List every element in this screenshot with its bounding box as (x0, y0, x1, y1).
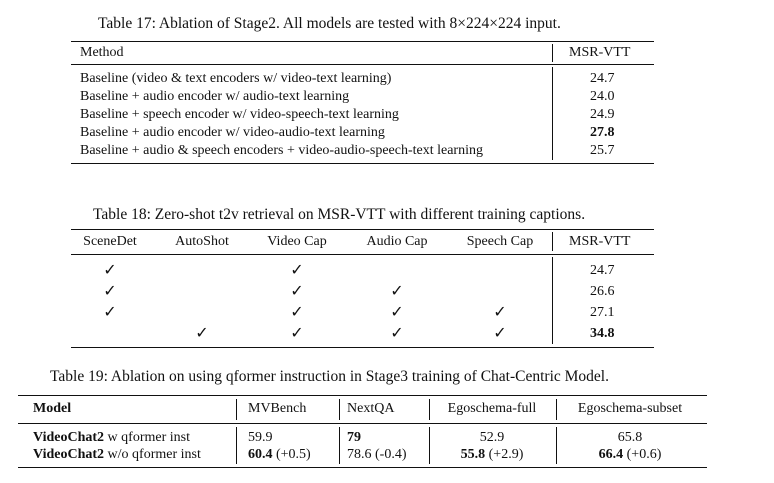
check-icon: ✓ (290, 302, 304, 321)
table19-row-mvbench-best: 60.4 (+0.5) (248, 447, 311, 462)
table18-header-speechcap: Speech Cap (466, 234, 534, 249)
check-icon: ✓ (493, 323, 507, 342)
table19-row-mvbench: 59.9 (248, 430, 273, 445)
table19-body-separator-3 (429, 427, 430, 464)
table17-top-rule (71, 41, 654, 42)
table17-row-method: Baseline + speech encoder w/ video-speec… (80, 107, 399, 122)
table19-body-separator-1 (236, 427, 237, 464)
table17-row-score-best: 27.8 (590, 125, 615, 140)
table17-row-score: 25.7 (590, 143, 615, 158)
check-icon: ✓ (390, 323, 404, 342)
table19-mid-rule (18, 423, 707, 424)
check-icon: ✓ (103, 302, 117, 321)
table19-header-model: Model (33, 401, 72, 416)
table19-row-egosubset: 65.8 (617, 430, 643, 445)
table19-header-separator-3 (429, 399, 430, 420)
table18-header-scenedet: SceneDet (83, 234, 137, 249)
table19-header-separator-2 (339, 399, 340, 420)
table19-header-separator-1 (236, 399, 237, 420)
table19-row-egofull: 52.9 (479, 430, 505, 445)
table18-header-score: MSR-VTT (569, 234, 631, 249)
table17-row-score: 24.0 (590, 89, 615, 104)
check-icon: ✓ (390, 302, 404, 321)
table19-row-nextqa: 78.6 (-0.4) (347, 447, 407, 462)
table18-row-score-best: 34.8 (590, 326, 615, 341)
table18-row-score: 26.6 (590, 284, 615, 299)
table17-caption: Table 17: Ablation of Stage2. All models… (98, 15, 561, 32)
table19-top-rule (18, 395, 707, 396)
check-icon: ✓ (103, 281, 117, 300)
table19-caption: Table 19: Ablation on using qformer inst… (50, 368, 609, 385)
table19-body-separator-2 (339, 427, 340, 464)
table19-row-model: VideoChat2 w qformer inst (33, 430, 190, 445)
table17-header-separator (552, 44, 553, 62)
table19-row-egosubset-best: 66.4 (+0.6) (598, 447, 662, 462)
table18-row-score: 24.7 (590, 263, 615, 278)
check-icon: ✓ (493, 302, 507, 321)
table18-caption: Table 18: Zero-shot t2v retrieval on MSR… (93, 206, 586, 223)
table19-header-egosubset: Egoschema-subset (577, 401, 683, 416)
table17-body-separator (552, 67, 553, 160)
table18-body-separator (552, 257, 553, 344)
table19-row-nextqa-best: 79 (347, 430, 361, 445)
table17-mid-rule (71, 64, 654, 65)
table18-header-audiocap: Audio Cap (366, 234, 428, 249)
table18-row-score: 27.1 (590, 305, 615, 320)
table19-body-separator-4 (556, 427, 557, 464)
table18-bottom-rule (71, 347, 654, 348)
table18-header-separator (552, 232, 553, 251)
table17-header-score: MSR-VTT (569, 45, 631, 60)
table19-row-model: VideoChat2 w/o qformer inst (33, 447, 201, 462)
table18-mid-rule (71, 254, 654, 255)
table19-header-nextqa: NextQA (347, 401, 395, 416)
table18-top-rule (71, 229, 654, 230)
check-icon: ✓ (290, 281, 304, 300)
check-icon: ✓ (195, 323, 209, 342)
check-icon: ✓ (290, 260, 304, 279)
table17-row-method: Baseline + audio & speech encoders + vid… (80, 143, 483, 158)
table17-header-method: Method (80, 45, 124, 60)
table17-row-score: 24.9 (590, 107, 615, 122)
table19-header-egofull: Egoschema-full (447, 401, 537, 416)
table19-row-egofull-best: 55.8 (+2.9) (460, 447, 524, 462)
check-icon: ✓ (390, 281, 404, 300)
table17-row-score: 24.7 (590, 71, 615, 86)
table19-header-mvbench: MVBench (248, 401, 307, 416)
table17-row-method: Baseline + audio encoder w/ audio-text l… (80, 89, 350, 104)
table17-bottom-rule (71, 163, 654, 164)
table18-header-autoshot: AutoShot (175, 234, 229, 249)
table19-header-separator-4 (556, 399, 557, 420)
table19-bottom-rule (18, 467, 707, 468)
table17-row-method: Baseline (video & text encoders w/ video… (80, 71, 392, 86)
table17-row-method: Baseline + audio encoder w/ video-audio-… (80, 125, 385, 140)
table18-header-videocap: Video Cap (267, 234, 327, 249)
check-icon: ✓ (290, 323, 304, 342)
check-icon: ✓ (103, 260, 117, 279)
